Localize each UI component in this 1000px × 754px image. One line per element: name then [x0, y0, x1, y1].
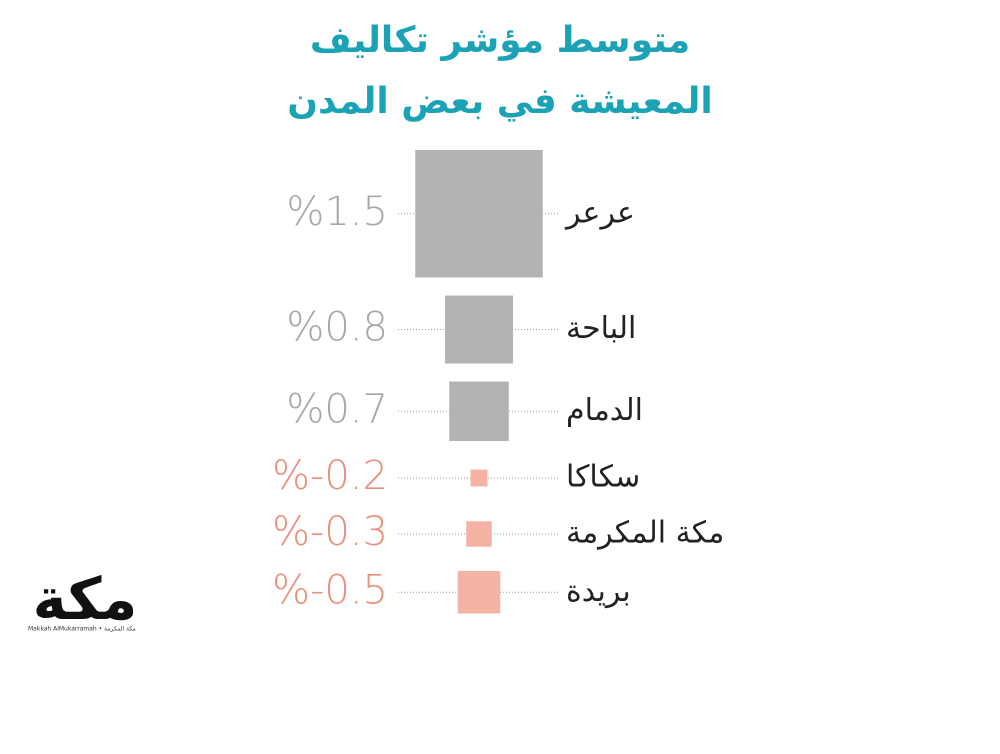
square [470, 469, 488, 487]
category-label: بريدة [566, 574, 631, 609]
value-label: %-0.3 [272, 509, 388, 555]
category-label: الدمام [566, 393, 643, 428]
square [466, 521, 492, 547]
category-label: سكاكا [566, 460, 640, 495]
chart-title: المعيشة في بعض المدن [287, 81, 713, 122]
category-label: عرعر [564, 195, 635, 230]
square [457, 571, 501, 614]
value-label: %0.7 [286, 386, 388, 432]
logo-caption: Makkah AlMukarramah • مكة المكرمة [28, 626, 136, 633]
square [445, 295, 513, 364]
category-label: مكة المكرمة [566, 516, 724, 551]
square [449, 381, 509, 441]
square [415, 150, 543, 278]
chart-title: متوسط مؤشر تكاليف [310, 20, 690, 61]
value-label: %1.5 [286, 189, 388, 235]
category-label: الباحة [566, 311, 636, 346]
value-label: %-0.2 [272, 453, 388, 499]
value-label: %0.8 [286, 305, 388, 351]
logo-text: مكة [33, 565, 138, 633]
value-label: %-0.5 [272, 567, 388, 613]
logo: مكة Makkah AlMukarramah • مكة المكرمة [28, 565, 137, 633]
